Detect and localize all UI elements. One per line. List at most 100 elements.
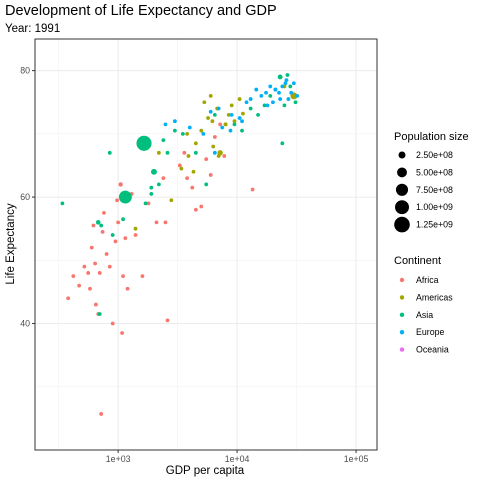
data-point-africa xyxy=(91,223,96,228)
data-point-americas xyxy=(208,94,213,98)
data-point-africa xyxy=(89,245,94,250)
data-point-africa xyxy=(199,204,204,209)
color-legend-label: Europe xyxy=(416,327,444,337)
size-legend-title: Population size xyxy=(394,131,469,143)
data-point-africa xyxy=(208,173,213,177)
data-point-europe xyxy=(291,81,296,86)
color-legend-label: Americas xyxy=(416,292,453,302)
data-point-africa xyxy=(71,274,76,279)
data-point-americas xyxy=(133,226,138,231)
data-point-europe xyxy=(277,90,281,95)
data-point-americas xyxy=(169,198,174,203)
size-legend-key xyxy=(395,183,409,196)
data-point-europe xyxy=(187,125,192,130)
x-tick-label: 1e+03 xyxy=(106,454,131,464)
color-legend-key-asia xyxy=(399,312,405,317)
x-axis-label: GDP per capita xyxy=(166,465,245,477)
data-point-africa xyxy=(185,176,190,181)
data-point-americas xyxy=(226,112,231,117)
color-legend-key-oceania xyxy=(399,347,405,352)
data-point-europe xyxy=(278,97,283,101)
data-point-americas xyxy=(223,122,228,127)
data-point-americas xyxy=(216,154,221,158)
data-point-asia xyxy=(180,131,185,136)
data-point-asia xyxy=(240,128,244,133)
data-point-africa xyxy=(107,264,112,269)
data-point-americas xyxy=(210,119,215,124)
data-point-europe xyxy=(283,81,288,86)
data-point-americas xyxy=(229,103,234,108)
data-point-asia xyxy=(161,138,166,143)
data-point-africa xyxy=(177,163,182,168)
data-point-asia xyxy=(107,150,112,155)
data-point-africa xyxy=(100,229,105,234)
y-tick-label: 80 xyxy=(20,66,30,76)
color-legend-label: Asia xyxy=(416,310,433,320)
data-point-africa xyxy=(182,150,187,155)
data-point-africa xyxy=(125,286,130,291)
data-point-europe xyxy=(240,119,244,124)
data-point-europe xyxy=(280,84,285,89)
data-point-asia xyxy=(232,122,237,127)
data-point-africa xyxy=(88,286,92,291)
legend: Population size 2.50e+08 5.00e+08 7.50e+08 1… xyxy=(394,131,469,355)
data-point-americas xyxy=(185,131,190,136)
data-point-americas xyxy=(206,116,210,120)
data-point-asia xyxy=(118,190,132,204)
y-axis-label: Life Expectancy xyxy=(5,203,17,284)
color-legend-key-africa xyxy=(399,277,405,283)
data-point-africa xyxy=(165,318,170,323)
data-point-asia xyxy=(248,106,253,111)
data-point-europe xyxy=(216,106,221,111)
data-point-africa xyxy=(110,321,115,326)
data-point-europe xyxy=(244,100,249,105)
color-legend-key-americas xyxy=(399,295,405,300)
data-point-africa xyxy=(212,135,217,139)
data-point-africa xyxy=(93,261,97,266)
data-point-asia xyxy=(99,223,104,228)
data-point-americas xyxy=(237,97,242,101)
data-point-americas xyxy=(191,169,196,174)
data-point-africa xyxy=(120,331,125,335)
data-point-americas xyxy=(179,166,184,171)
data-point-asia xyxy=(285,73,290,77)
y-tick-label: 40 xyxy=(20,319,30,329)
data-point-africa xyxy=(113,239,118,244)
data-point-asia xyxy=(110,233,115,237)
data-point-americas xyxy=(186,154,191,158)
data-point-europe xyxy=(268,84,273,89)
data-point-africa xyxy=(66,296,71,301)
data-point-asia xyxy=(136,135,152,151)
data-point-africa xyxy=(99,412,104,416)
data-point-europe xyxy=(220,125,225,130)
data-point-europe xyxy=(295,94,300,98)
data-point-americas xyxy=(156,150,161,155)
data-points xyxy=(60,73,300,416)
size-legend-label: 1.25e+09 xyxy=(416,220,453,230)
data-point-africa xyxy=(161,176,166,181)
data-point-europe xyxy=(284,78,289,82)
data-point-africa xyxy=(222,154,227,158)
data-point-africa xyxy=(250,187,255,192)
data-point-europe xyxy=(229,112,234,117)
data-point-africa xyxy=(121,274,125,279)
data-point-africa xyxy=(104,252,109,256)
data-point-africa xyxy=(115,198,120,203)
data-point-europe xyxy=(173,119,177,124)
data-point-europe xyxy=(273,87,278,92)
data-point-americas xyxy=(211,144,216,149)
size-legend-label: 1.00e+09 xyxy=(416,202,453,212)
data-point-africa xyxy=(133,233,138,237)
data-point-africa xyxy=(123,236,128,241)
data-point-americas xyxy=(193,141,198,146)
panel-background xyxy=(35,39,377,450)
data-point-africa xyxy=(218,122,223,127)
data-point-asia xyxy=(268,94,273,98)
data-point-africa xyxy=(118,182,123,187)
data-point-africa xyxy=(116,220,121,225)
data-point-asia xyxy=(204,182,209,187)
data-point-asia xyxy=(277,74,283,80)
axes: 1e+03 1e+04 1e+05 40 60 80 xyxy=(20,38,378,464)
data-point-asia xyxy=(262,103,267,108)
